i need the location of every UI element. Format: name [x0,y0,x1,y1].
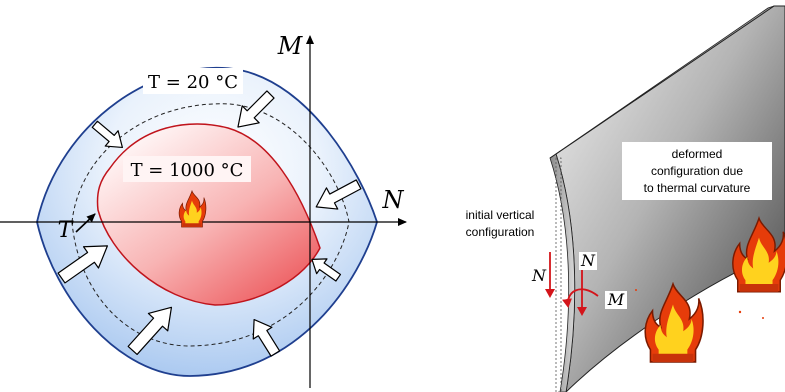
deformed-label-line2: configuration due [651,164,743,178]
shrink-arrow [311,258,342,282]
interaction-diagram: T = 20 °C T = 1000 °C M N T [0,32,407,388]
moment-arrow [562,288,599,308]
spark [635,289,637,291]
initial-label-line1: initial vertical [466,208,535,222]
temperature-axis-label: T [58,218,75,243]
plate-edge [549,153,576,392]
shrink-arrow [237,90,275,128]
deformed-label-bg [622,142,772,200]
plate-diagram: deformed configuration due to thermal cu… [466,5,785,392]
shrink-arrow [252,318,281,357]
moment-label-bg [605,291,627,309]
plate-top-edge [549,5,775,159]
outer-curve-label: T = 20 °C [148,72,238,93]
axis-n-label: N [382,186,405,214]
force-label-left: N [531,266,547,285]
deformed-label-line1: deformed [672,147,723,161]
initial-configuration [555,157,562,392]
shrink-arrows [57,90,362,357]
initial-label-line2: configuration [466,225,535,239]
outer-label-bg [143,68,243,94]
moment-label: M [607,290,625,309]
force-label-right: N [580,251,596,270]
shrink-arrow [57,245,109,284]
inner-label-bg [123,156,251,182]
temperature-arrow [75,213,96,233]
spark [762,317,764,319]
deformed-label-line3: to thermal curvature [644,181,751,195]
force-label-right-bg [579,252,597,270]
inner-curve-label-text: T = 1000 °C [131,160,244,181]
spark [738,310,742,314]
shrink-arrow [91,120,123,149]
axis-m-label: M [277,32,304,60]
shrink-arrow [127,306,173,356]
shrink-arrow [315,179,362,210]
